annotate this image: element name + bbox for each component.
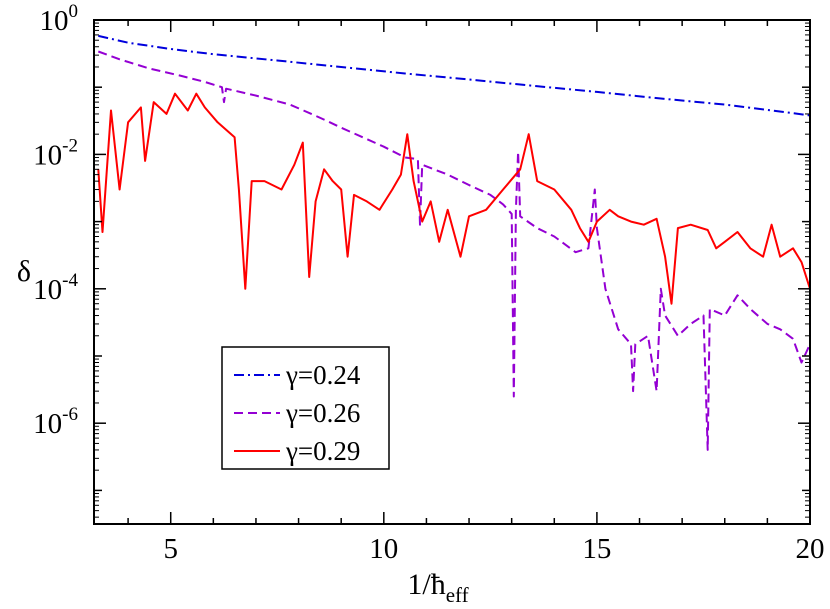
x-tick-label: 10 — [369, 533, 398, 565]
plot-frame — [93, 19, 811, 525]
y-tick-label: 10-6 — [33, 404, 78, 440]
series-layer — [97, 34, 810, 451]
label-layer: 1/ħeff δ — [17, 255, 469, 607]
series-line-1 — [98, 34, 810, 117]
y-tick-label: 10-4 — [33, 270, 78, 306]
legend: γ=0.24 γ=0.26 γ=0.29 — [221, 346, 390, 470]
legend-label-1: γ=0.24 — [285, 360, 361, 390]
x-tick-label: 20 — [796, 533, 825, 565]
x-tick-label: 5 — [163, 533, 178, 565]
series-line-3 — [97, 92, 810, 305]
x-tick-label: 15 — [582, 533, 611, 565]
tick-layer: 5 10 15 20 100 10-2 10-4 10-6 — [33, 1, 824, 565]
series-line-2 — [97, 50, 810, 451]
legend-label-2: γ=0.26 — [285, 398, 360, 428]
x-axis-label: 1/ħeff — [407, 568, 468, 607]
legend-label-3: γ=0.29 — [285, 436, 360, 466]
y-tick-label: 10-2 — [33, 135, 78, 171]
y-tick-label: 100 — [40, 1, 79, 37]
legend-box — [221, 346, 390, 470]
y-axis-label: δ — [17, 255, 31, 288]
